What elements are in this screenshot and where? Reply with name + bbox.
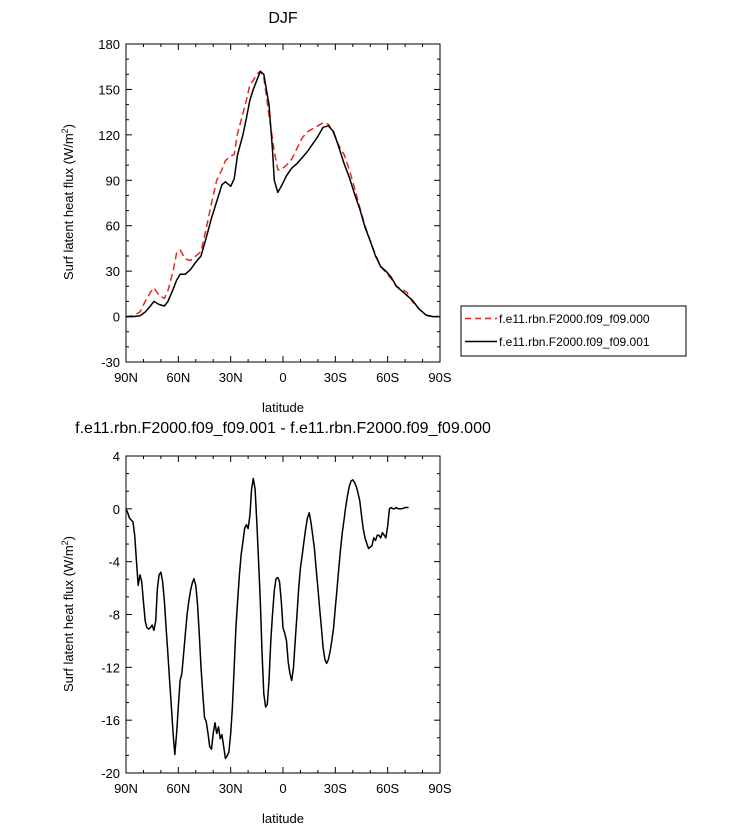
y-tick-label: 90 xyxy=(106,173,120,188)
x-tick-label: 30S xyxy=(324,370,347,385)
series-layer xyxy=(125,70,440,318)
x-tick-label: 30N xyxy=(219,781,243,796)
y-tick-label: -20 xyxy=(101,766,120,781)
y-tick-label: -12 xyxy=(101,660,120,675)
x-tick-label: 0 xyxy=(279,781,286,796)
y-axis-title-sup: 2 xyxy=(60,540,70,545)
x-tick-label: 30S xyxy=(324,781,347,796)
x-tick-label: 60N xyxy=(166,370,190,385)
y-tick-label: 180 xyxy=(98,37,120,52)
series-layer xyxy=(125,477,409,760)
y-tick-label: 0 xyxy=(113,502,120,517)
series-line-solid xyxy=(126,70,440,318)
legend-label: f.e11.rbn.F2000.f09_f09.001 xyxy=(499,335,650,349)
difference-line-chart: f.e11.rbn.F2000.f09_f09.001 - f.e11.rbn.… xyxy=(60,420,491,826)
x-tick-label: 60S xyxy=(376,370,399,385)
x-tick-label: 90N xyxy=(114,781,138,796)
legend-label: f.e11.rbn.F2000.f09_f09.000 xyxy=(499,312,650,326)
x-axis-title: latitude xyxy=(262,400,304,415)
chart-title: f.e11.rbn.F2000.f09_f09.001 - f.e11.rbn.… xyxy=(75,420,491,437)
y-tick-label: 0 xyxy=(113,310,120,325)
x-tick-label: 60N xyxy=(166,781,190,796)
y-tick-label: -16 xyxy=(101,713,120,728)
ticks-layer: 90N 60N 30N 0 30S 60S 90S -30 0 30 60 90 120 150 180 xyxy=(98,37,452,385)
y-tick-label: -8 xyxy=(108,608,120,623)
x-axis-title: latitude xyxy=(262,811,304,826)
y-tick-label: 4 xyxy=(113,449,120,464)
chart-title: DJF xyxy=(268,10,298,27)
y-axis-title-main: Surf latent heat flux (W/m xyxy=(61,133,76,280)
x-tick-label: 60S xyxy=(376,781,399,796)
ticks-layer: 90N 60N 30N 0 30S 60S 90S -20 -16 -12 -8 -4 0 4 xyxy=(101,449,452,796)
y-tick-label: 30 xyxy=(106,264,120,279)
y-axis-title-sup: 2 xyxy=(60,128,70,133)
legend: f.e11.rbn.F2000.f09_f09.000 f.e11.rbn.F2… xyxy=(460,305,687,357)
y-axis-title-tail: ) xyxy=(61,124,76,128)
y-axis-title-tail: ) xyxy=(61,536,76,540)
x-tick-label: 30N xyxy=(219,370,243,385)
x-tick-label: 90S xyxy=(428,781,451,796)
djf-line-chart: DJF 90N 60N 30N 0 30S 60S 90S -30 0 30 60 90 120 150 1… xyxy=(60,10,452,415)
x-tick-label: 90S xyxy=(428,370,451,385)
y-tick-label: 120 xyxy=(98,128,120,143)
legend-box xyxy=(460,305,687,357)
y-tick-label: -30 xyxy=(101,355,120,370)
x-tick-label: 0 xyxy=(279,370,286,385)
y-tick-label: 60 xyxy=(106,219,120,234)
y-axis-title-main: Surf latent heat flux (W/m xyxy=(61,545,76,692)
x-tick-label: 90N xyxy=(114,370,138,385)
plot-frame xyxy=(125,43,441,363)
series-line-solid xyxy=(125,477,409,760)
y-axis-title: Surf latent heat flux (W/m2) xyxy=(60,536,76,692)
y-tick-label: -4 xyxy=(108,555,120,570)
y-tick-label: 150 xyxy=(98,82,120,97)
y-axis-title: Surf latent heat flux (W/m2) xyxy=(60,124,76,280)
